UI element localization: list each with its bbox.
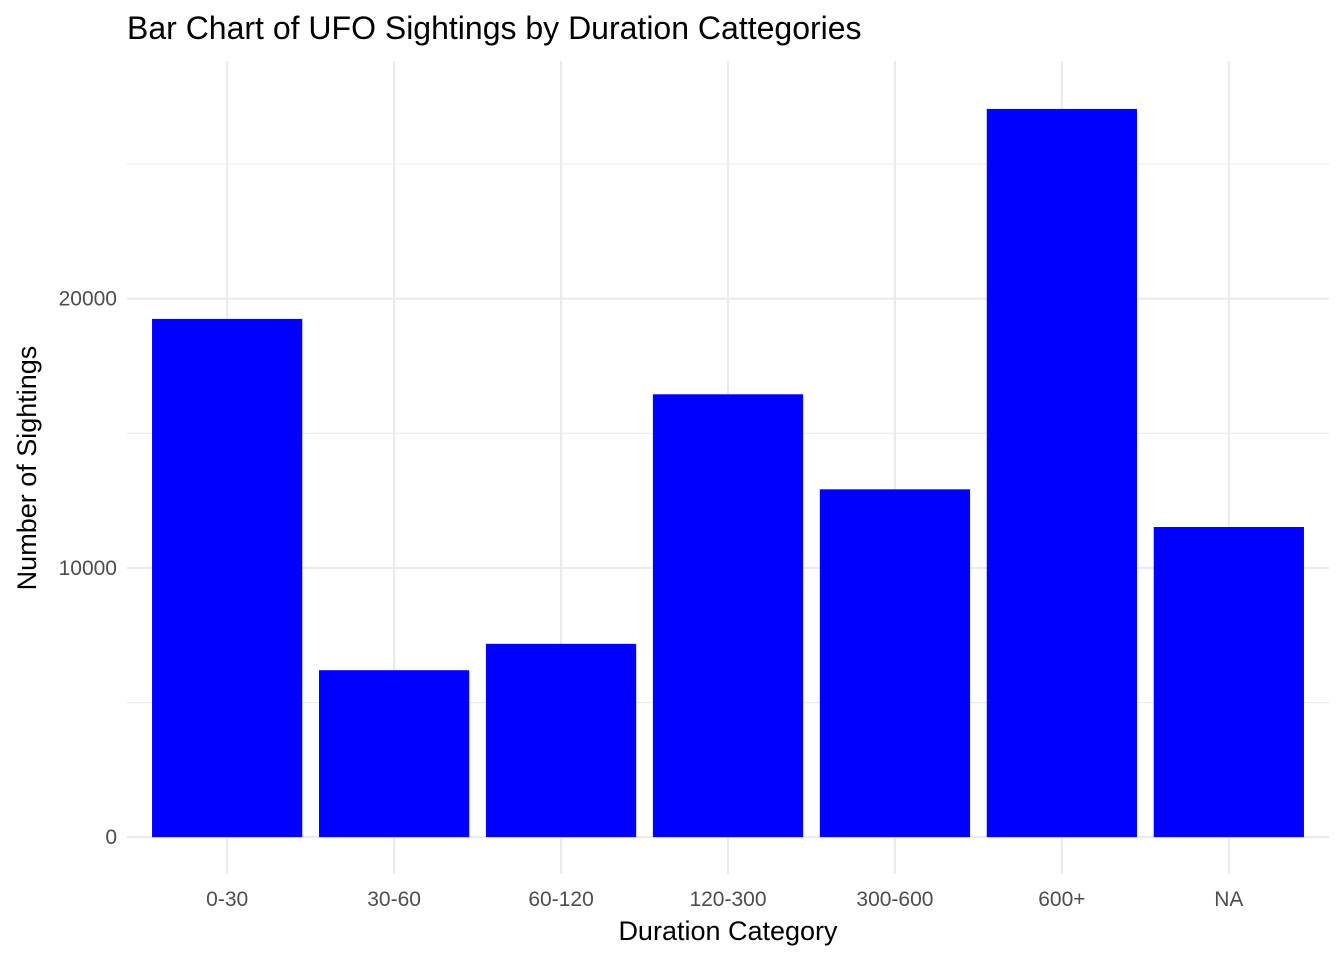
- bar-60-120: [485, 643, 637, 838]
- x-tick-label: NA: [1214, 888, 1243, 911]
- y-tick-label: 0: [105, 826, 117, 849]
- y-axis-tick-labels: 0 10000 20000: [59, 288, 117, 849]
- chart-title: Bar Chart of UFO Sightings by Duration C…: [127, 10, 862, 46]
- bar-na: [1153, 526, 1304, 838]
- x-tick-label: 60-120: [528, 888, 593, 911]
- y-tick-label: 20000: [59, 288, 117, 311]
- x-tick-label: 120-300: [689, 888, 766, 911]
- x-axis-tick-labels: 0-30 30-60 60-120 120-300 300-600 600+ NA: [206, 888, 1243, 911]
- bar-30-60: [318, 670, 470, 838]
- bar-0-30: [152, 318, 303, 838]
- y-axis-title: Number of Sightings: [12, 346, 42, 591]
- bar-120-300: [652, 394, 804, 838]
- x-tick-label: 0-30: [206, 888, 248, 911]
- bar-300-600: [819, 489, 971, 838]
- bar-600-: [986, 108, 1138, 838]
- x-tick-label: 30-60: [367, 888, 421, 911]
- x-axis-title: Duration Category: [618, 916, 838, 946]
- x-tick-label: 300-600: [856, 888, 933, 911]
- y-tick-label: 10000: [59, 557, 117, 580]
- bars: [152, 108, 1304, 838]
- x-tick-label: 600+: [1038, 888, 1085, 911]
